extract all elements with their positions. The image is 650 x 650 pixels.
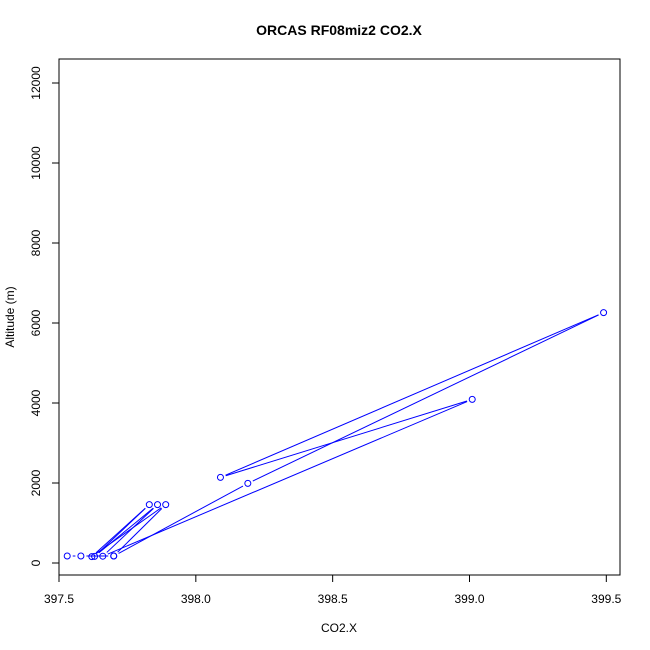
data-point	[600, 309, 608, 317]
series-segment	[106, 508, 154, 553]
data-point	[99, 552, 107, 560]
series-segment	[225, 314, 599, 476]
x-tick-label: 399.5	[591, 592, 621, 606]
data-point	[91, 552, 99, 560]
data-point	[77, 552, 85, 560]
data-point	[244, 479, 252, 487]
series-segment	[252, 314, 599, 482]
y-axis-label: Altitude (m)	[3, 286, 17, 347]
series-segment	[118, 485, 244, 554]
data-point	[110, 552, 118, 560]
series-segment	[95, 507, 146, 554]
x-axis: 397.5 398.0 398.5 399.0 399.5	[44, 574, 622, 606]
data-point	[468, 395, 476, 403]
series-segment	[107, 401, 468, 555]
chart-title: ORCAS RF08miz2 CO2.X	[256, 22, 422, 38]
data-point	[154, 501, 162, 509]
y-tick-label: 4000	[29, 389, 43, 416]
y-tick-label: 2000	[29, 469, 43, 496]
x-tick-label: 399.0	[454, 592, 484, 606]
data-point	[145, 501, 153, 509]
data-point	[162, 501, 170, 509]
series-segment	[96, 507, 162, 554]
y-tick-label: 10000	[29, 146, 43, 180]
data-point	[63, 552, 71, 560]
x-tick-label: 398.5	[318, 592, 348, 606]
y-tick-label: 8000	[29, 229, 43, 256]
series-segment	[225, 400, 468, 477]
x-tick-label: 397.5	[44, 592, 74, 606]
x-axis-label: CO2.X	[321, 621, 357, 635]
series-group	[63, 309, 608, 561]
y-tick-label: 6000	[29, 309, 43, 336]
series-segment	[117, 508, 163, 553]
data-point	[88, 553, 96, 561]
data-point	[216, 473, 224, 481]
y-tick-label: 0	[29, 559, 43, 566]
y-tick-label: 12000	[29, 66, 43, 100]
y-axis: 0 2000 4000 6000 8000 10000 12000	[29, 66, 60, 566]
x-tick-label: 398.0	[181, 592, 211, 606]
